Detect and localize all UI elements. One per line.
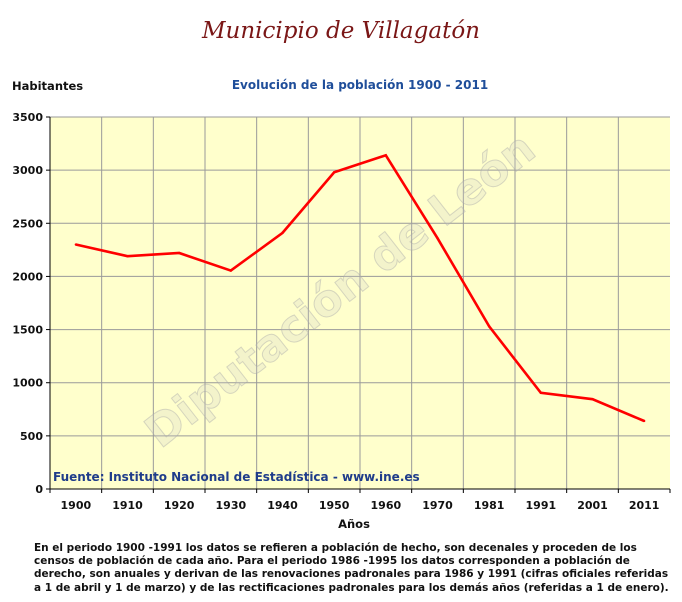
horizontal-gridlines — [50, 116, 670, 437]
x-axis-title: Años — [338, 517, 370, 531]
population-chart: Diputación de León 050010001500200025003… — [12, 78, 671, 531]
data-point — [229, 269, 233, 272]
data-point — [436, 236, 439, 240]
y-tick-label: 1500 — [12, 324, 43, 337]
x-tick-label: 1920 — [164, 499, 195, 512]
data-point — [591, 397, 594, 401]
x-tick-label: 1940 — [267, 499, 298, 512]
data-point — [384, 154, 388, 157]
series-points — [74, 154, 646, 423]
source-note: Fuente: Instituto Nacional de Estadístic… — [53, 470, 420, 484]
y-tick-label: 3000 — [12, 164, 43, 177]
y-axis-title: Habitantes — [12, 79, 83, 93]
vertical-gridlines — [101, 117, 619, 489]
data-point — [281, 231, 284, 235]
data-point — [177, 251, 181, 255]
y-tick-label: 3500 — [12, 111, 43, 124]
data-point — [642, 419, 646, 423]
data-point — [539, 391, 543, 395]
chart-subtitle: Evolución de la población 1900 - 2011 — [232, 78, 488, 92]
y-tick-label: 500 — [20, 430, 43, 443]
page-title: Municipio de Villagatón — [202, 18, 480, 44]
x-tick-labels: 1900 1910 1920 1930 1940 1950 1960 1970 1981 1991… — [49, 489, 671, 512]
x-tick-label: 1910 — [112, 499, 143, 512]
x-tick-label: 1981 — [474, 499, 505, 512]
y-tick-label: 2500 — [12, 217, 43, 230]
data-point — [74, 243, 78, 246]
x-tick-label: 2001 — [577, 499, 608, 512]
x-tick-label: 1991 — [526, 499, 557, 512]
x-tick-label: 2011 — [629, 499, 660, 512]
x-tick-label: 1970 — [422, 499, 453, 512]
data-point — [332, 171, 336, 174]
methodology-note: En el periodo 1900 -1991 los datos se re… — [34, 542, 669, 594]
series-line — [75, 153, 645, 423]
x-tick-label: 1960 — [371, 499, 402, 512]
x-tick-label: 1930 — [216, 499, 247, 512]
y-tick-label: 1000 — [12, 377, 43, 390]
data-point — [487, 325, 491, 328]
y-tick-label: 0 — [35, 483, 43, 496]
y-tick-labels: 0 500 1000 1500 2000 2500 3000 3500 — [12, 111, 50, 496]
data-point — [126, 255, 129, 258]
x-tick-label: 1950 — [319, 499, 350, 512]
x-tick-label: 1900 — [61, 499, 92, 512]
y-tick-label: 2000 — [12, 270, 43, 283]
